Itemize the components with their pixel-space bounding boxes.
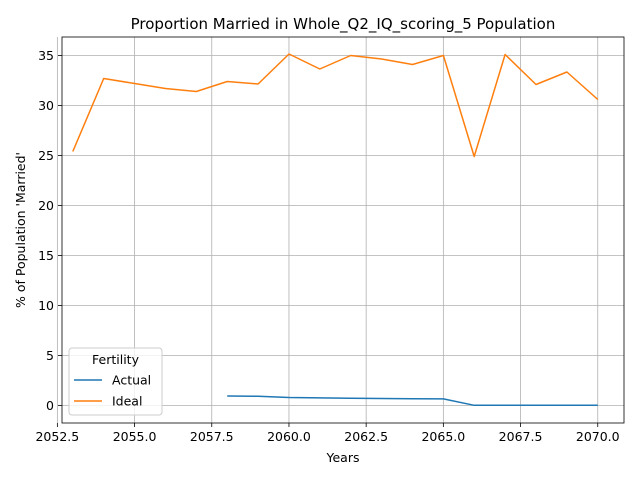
y-tick-label: 35 [38, 48, 54, 63]
y-tick-label: 25 [38, 148, 54, 163]
y-tick-label: 5 [46, 348, 54, 363]
y-axis-label: % of Population 'Married' [13, 152, 28, 308]
legend-label-actual: Actual [112, 373, 151, 388]
series-lines [72, 53, 599, 407]
legend-label-ideal: Ideal [112, 394, 142, 409]
legend-title: Fertility [92, 352, 140, 367]
grid-lines [56, 37, 624, 423]
series-line-ideal [72, 53, 599, 158]
x-tick-label: 2070.0 [576, 429, 620, 444]
y-tick-label: 30 [38, 98, 54, 113]
legend-box [68, 347, 163, 416]
y-tick-label: 0 [46, 398, 54, 413]
x-tick-label: 2067.5 [499, 429, 543, 444]
x-tick-label: 2057.5 [190, 429, 234, 444]
y-tick-label: 15 [38, 248, 54, 263]
x-axis-label: Years [326, 450, 360, 465]
plot-frame [61, 36, 625, 424]
legend: Fertility Actual Ideal [68, 347, 163, 416]
x-tick-label: 2060.0 [267, 429, 311, 444]
y-tick-label: 20 [38, 198, 54, 213]
x-tick-label: 2052.5 [35, 429, 79, 444]
x-tick-label: 2055.0 [113, 429, 157, 444]
series-line-actual [227, 395, 598, 407]
x-tick-label: 2062.5 [344, 429, 388, 444]
chart-title: Proportion Married in Whole_Q2_IQ_scorin… [131, 15, 556, 34]
x-tick-label: 2065.0 [421, 429, 465, 444]
y-tick-label: 10 [38, 298, 54, 313]
y-axis: 0 5 10 15 20 25 30 35 [38, 48, 62, 413]
x-axis: 2052.5 2055.0 2057.5 2060.0 2062.5 2065.0 2067… [35, 423, 620, 444]
